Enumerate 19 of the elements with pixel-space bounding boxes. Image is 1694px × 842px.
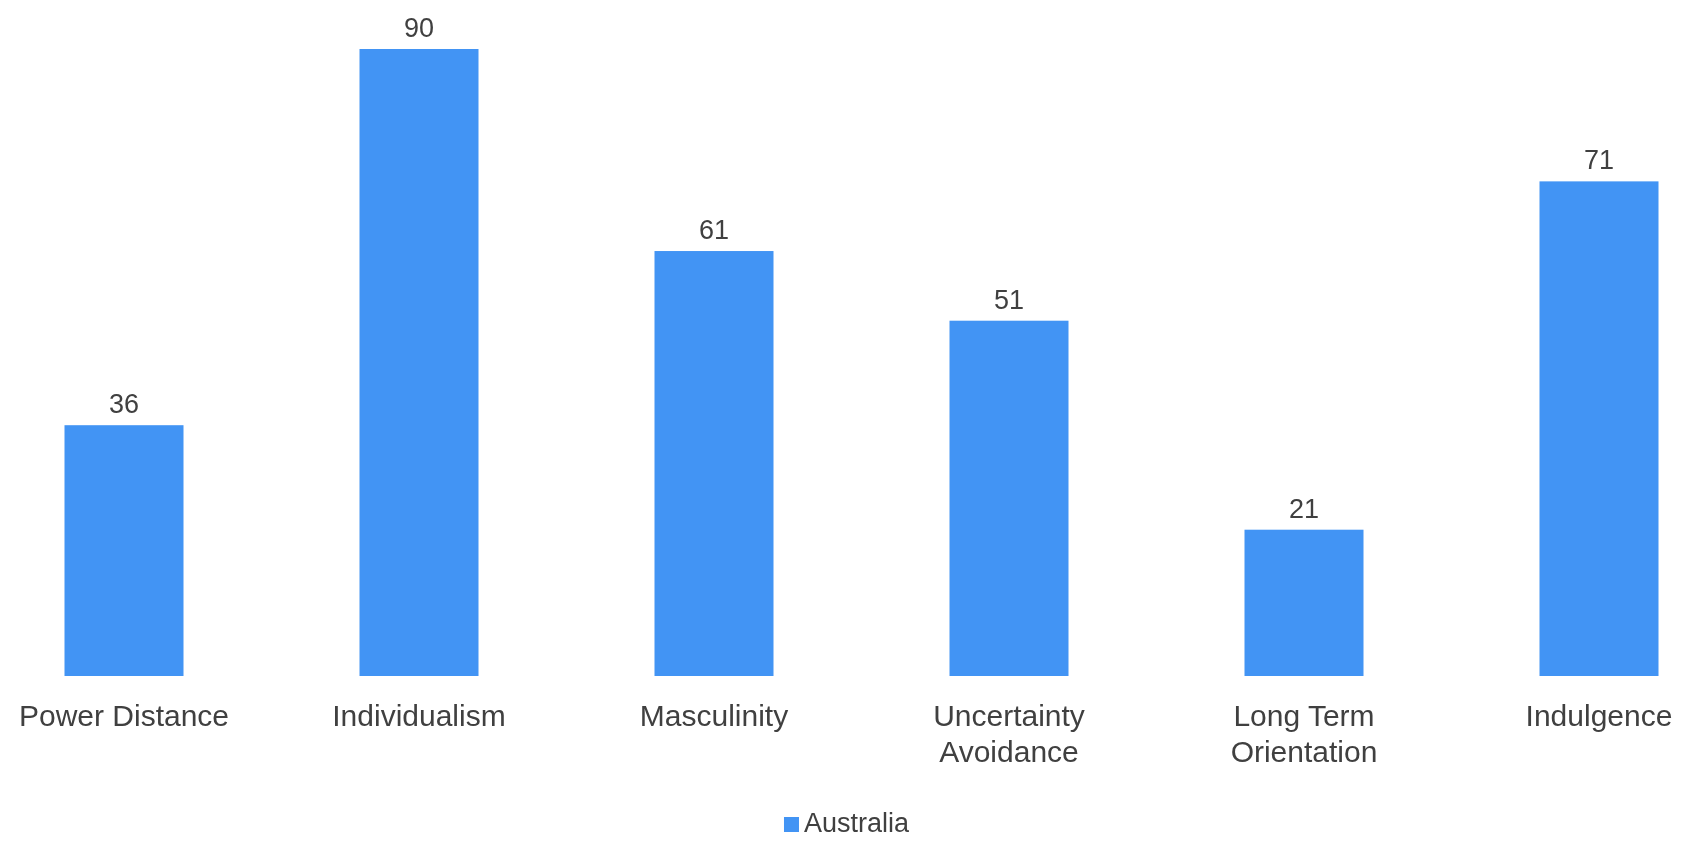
data-label: 90	[403, 13, 435, 43]
bar	[64, 425, 184, 676]
x-tick-label: Uncertainty Avoidance	[933, 699, 1085, 768]
legend-label: Australia	[803, 808, 911, 838]
x-tick-label: Individualism	[332, 699, 506, 732]
x-tick-label: Masculinity	[639, 699, 789, 732]
data-label: 51	[993, 284, 1025, 315]
bar	[1244, 529, 1364, 676]
data-label: 21	[1288, 493, 1320, 524]
data-label: 71	[1583, 145, 1615, 176]
x-tick-label: Power Distance	[18, 699, 230, 732]
x-tick-label: Long Term Orientation	[1230, 699, 1378, 768]
bar	[949, 320, 1069, 676]
bar	[359, 49, 479, 676]
bar	[1539, 181, 1659, 676]
data-label: 36	[108, 389, 140, 420]
x-tick-label: Indulgence	[1525, 699, 1673, 732]
data-label: 61	[698, 215, 730, 246]
bar	[654, 251, 774, 676]
